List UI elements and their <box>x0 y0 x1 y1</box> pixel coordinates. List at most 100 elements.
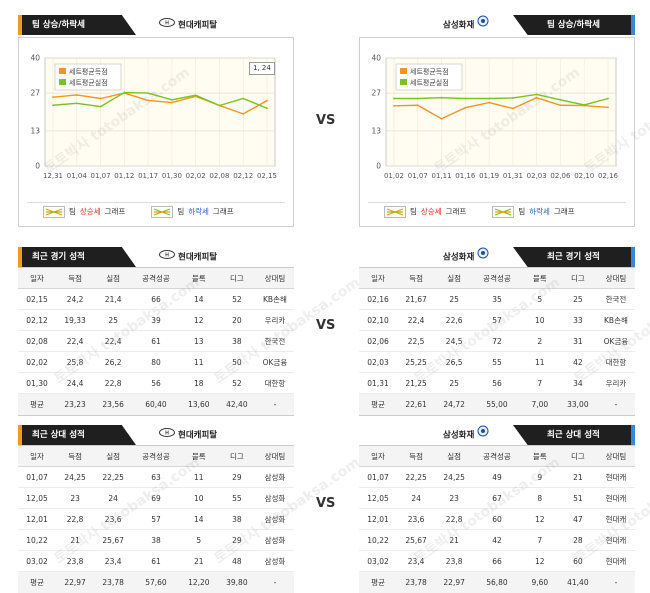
table-cell: 55 <box>232 494 242 503</box>
h2h-table-left: 일자 득점 실점 공격성공 블록 디그 상대팀 01,07 24,25 22,25 63 11 29 삼성… <box>18 445 294 593</box>
table-cell: 22,5 <box>407 337 425 346</box>
y-tick-label: 27 <box>371 89 381 98</box>
table-header-row: 일자 득점 실점 공격성공 블록 디그 상대팀 <box>359 268 635 289</box>
table-row: 01,31 21,25 25 56 7 34 우리카 <box>359 373 635 394</box>
table-cell: 03,02 <box>26 557 48 566</box>
table-cell: 실점 <box>447 274 462 283</box>
data-point <box>559 98 562 101</box>
table-cell: 7 <box>537 536 543 545</box>
table-cell: 02,08 <box>26 337 48 346</box>
table-cell: 22,4 <box>407 316 425 325</box>
table-cell: 24 <box>411 494 421 503</box>
table-cell: 블록 <box>191 452 206 461</box>
data-point <box>511 97 514 99</box>
table-cell: 63 <box>151 473 161 482</box>
data-point <box>266 107 268 110</box>
table-cell: KB손해 <box>604 316 628 325</box>
table-row: 02,10 22,4 22,6 57 10 33 KB손해 <box>359 310 635 331</box>
x-tick-label: 01,19 <box>479 172 499 180</box>
table-cell: 25 <box>449 295 459 304</box>
table-cell: 02,10 <box>367 316 389 325</box>
table-cell: 삼성화 <box>264 557 286 566</box>
table-row: 03,02 23,4 23,8 66 12 60 현대캐 <box>359 551 635 572</box>
table-cell: 33,00 <box>567 400 589 409</box>
data-point <box>266 99 268 102</box>
table-cell: 72 <box>492 337 502 346</box>
y-tick-label: 0 <box>35 162 40 171</box>
data-point <box>464 106 467 109</box>
table-cell: 67 <box>492 494 502 503</box>
table-cell: - <box>273 578 277 587</box>
table-avg-row: 평균 23,23 23,56 60,40 13,60 42,40 - <box>18 394 294 415</box>
table-cell: 5 <box>537 295 543 304</box>
table-cell: 10,22 <box>26 536 48 545</box>
x-tick-label: 12,31 <box>43 172 63 180</box>
table-cell: 득점 <box>68 452 82 461</box>
section-tab: 최근 경기 성적 <box>18 247 136 267</box>
table-cell: 8 <box>537 494 543 503</box>
table-cell: 공격성공 <box>483 452 511 461</box>
table-cell: 02,15 <box>26 295 48 304</box>
table-cell: 23,6 <box>407 515 425 524</box>
table-row: 10,22 25,67 21 42 7 28 현대캐 <box>359 530 635 551</box>
team-label: 삼성화재 <box>443 252 475 263</box>
table-cell: 31 <box>573 337 583 346</box>
x-tick-label: 01,30 <box>162 172 182 180</box>
table-cell: 50 <box>232 358 242 367</box>
x-tick-label: 02,12 <box>233 172 253 180</box>
table-cell: 23,8 <box>445 557 463 566</box>
data-point <box>52 104 54 107</box>
table-cell: 23,78 <box>102 578 124 587</box>
table-cell: 9 <box>537 473 543 482</box>
legend-down: 팀 하락세 그래프 <box>151 205 234 218</box>
table-cell: 22,97 <box>64 578 86 587</box>
table-avg-row: 평균 22,97 23,78 57,60 12,20 39,80 - <box>18 572 294 593</box>
legend-prefix: 팀 <box>177 207 185 216</box>
x-tick-label: 01,02 <box>384 172 404 180</box>
data-point <box>147 99 150 102</box>
table-cell: 02,12 <box>26 316 48 325</box>
table-cell: 35 <box>492 295 502 304</box>
series-line <box>394 93 609 106</box>
table-cell: 12,05 <box>367 494 389 503</box>
legend-up-text: 상승세 <box>79 207 101 216</box>
table-cell: 38 <box>232 515 242 524</box>
table-cell: 12,20 <box>188 578 210 587</box>
table-cell: 01,07 <box>26 473 48 482</box>
team-label: 현대캐피탈 <box>178 430 218 441</box>
legend-prefix: 팀 <box>410 207 417 216</box>
table-row: 02,08 22,4 22,4 61 13 38 한국전 <box>18 331 294 352</box>
table-cell: 디그 <box>570 452 585 461</box>
legend-label: 세트평균실점 <box>69 78 108 87</box>
legend-suffix: 그래프 <box>104 207 126 216</box>
data-point <box>218 104 221 107</box>
table-row: 03,02 23,8 23,4 61 21 48 삼성화 <box>18 551 294 572</box>
table-cell: 38 <box>151 536 161 545</box>
table-row: 12,05 24 23 67 8 51 현대캐 <box>359 488 635 509</box>
y-tick-label: 13 <box>371 126 381 135</box>
table-cell: 평균 <box>30 400 44 409</box>
line-chart: 0 13 27 40 01,02 01,07 01,11 01,16 01,19 01,31 02,… <box>371 54 618 181</box>
table-cell: 일자 <box>371 274 385 283</box>
table-cell: 56,80 <box>486 578 508 587</box>
legend-swatch <box>400 79 407 85</box>
section-tab: 최근 경기 성적 <box>513 247 635 267</box>
table-cell: 52 <box>232 379 242 388</box>
legend-down-text: 하락세 <box>188 207 209 216</box>
table-cell: 69 <box>151 494 161 503</box>
table-cell: - <box>614 400 618 409</box>
table-cell: 디그 <box>229 452 244 461</box>
table-cell: 12,01 <box>26 515 48 524</box>
trend-chart-right: 0 13 27 40 01,02 01,07 01,11 01,16 01,19 01,31 02,… <box>359 37 635 227</box>
data-point <box>170 101 173 104</box>
table-cell: 24 <box>108 494 118 503</box>
table-cell: 21,25 <box>405 379 427 388</box>
table-cell: 일자 <box>30 274 44 283</box>
table-cell: 우리카 <box>605 379 627 388</box>
data-point <box>393 104 395 107</box>
data-point <box>75 94 78 96</box>
h2h-header-left: 최근 상대 성적 H 현대캐피탈 <box>18 425 294 445</box>
data-point <box>511 107 514 110</box>
table-cell: 10,22 <box>367 536 389 545</box>
table-cell: 01,07 <box>367 473 389 482</box>
